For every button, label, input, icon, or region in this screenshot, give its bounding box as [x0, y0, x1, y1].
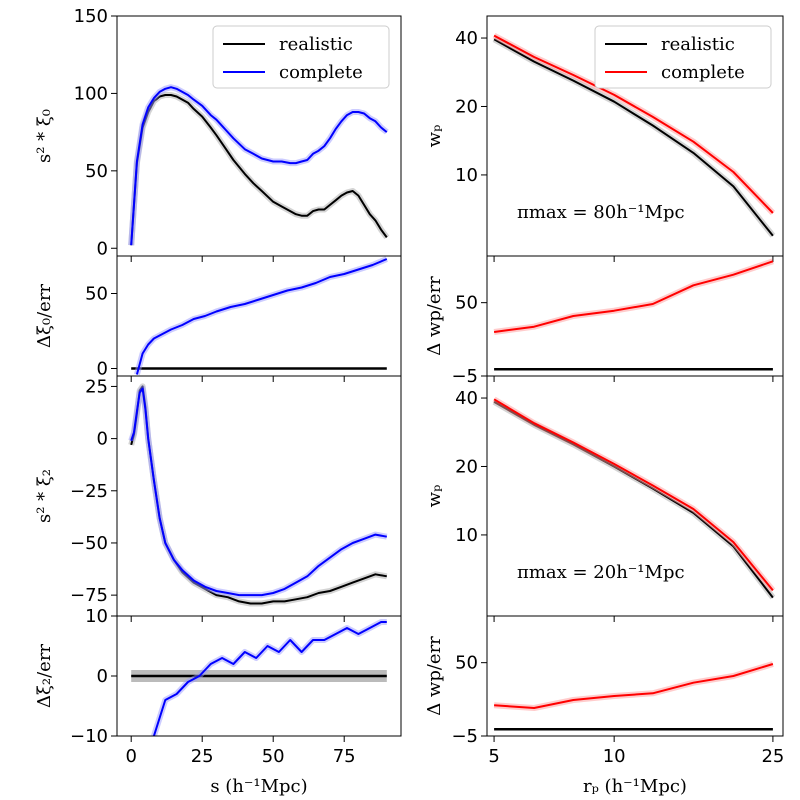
y-tick-label: 50 — [455, 293, 478, 314]
y-tick-label: 50 — [85, 284, 108, 305]
legend-label-realistic: realistic — [279, 34, 353, 55]
panel-dwp20: 50 −5 5 10 25 Δ wp/err — [424, 615, 784, 767]
y-tick-label: 20 — [455, 96, 478, 117]
y-tick-label: 0 — [97, 238, 108, 259]
legend-label-complete: complete — [661, 62, 745, 83]
y-axis-label: Δ wp/err — [424, 276, 445, 356]
y-axis-label: wₚ — [424, 125, 445, 148]
x-tick-label: 25 — [191, 746, 214, 767]
panel-wp20: 10 20 40 wₚ πmax = 20h⁻¹Mpc — [424, 375, 784, 622]
error-band-complete — [134, 256, 388, 376]
y-tick-label: −25 — [70, 481, 108, 502]
panel-dxi2: 10 0 −10 0 25 50 75 Δξ₂/err — [34, 606, 402, 767]
series-group — [131, 619, 387, 736]
panel-annotation: πmax = 80h⁻¹Mpc — [517, 202, 685, 223]
series-group — [493, 661, 774, 731]
panel-xi0: 0 50 100 150 s² * ξ₀ realistic complete — [34, 6, 402, 262]
error-band-complete — [128, 84, 389, 246]
panel-dwp80: 50 −5 Δ wp/err — [424, 255, 784, 387]
error-band-complete — [493, 258, 774, 335]
y-axis-label: Δξ₀/err — [34, 284, 55, 348]
error-band-realistic — [128, 383, 388, 607]
series-line-realistic — [130, 385, 387, 605]
panel-frame — [116, 255, 402, 377]
y-tick-label: 10 — [455, 165, 478, 186]
series-line-complete — [493, 260, 774, 333]
panel-dxi0: 0 50 Δξ₀/err — [34, 255, 402, 382]
error-band-complete — [128, 385, 388, 599]
y-tick-label: 50 — [85, 161, 108, 182]
y-tick-label: 50 — [455, 653, 478, 674]
series-group — [492, 396, 776, 600]
y-tick-label: 0 — [97, 359, 108, 380]
series-line-complete — [130, 387, 387, 597]
y-tick-label: −75 — [70, 585, 108, 606]
series-line-complete — [152, 621, 387, 736]
series-line-complete — [493, 34, 774, 214]
left-x-axis-label: s (h⁻¹Mpc) — [210, 776, 307, 797]
y-axis-label: Δξ₂/err — [34, 644, 55, 708]
panel-annotation: πmax = 20h⁻¹Mpc — [517, 562, 685, 583]
panel-wp80: 10 20 40 wₚ πmax = 80h⁻¹Mpc realistic complete — [424, 15, 784, 262]
x-tick-label: 0 — [125, 746, 136, 767]
y-tick-label: 20 — [455, 456, 478, 477]
y-axis-label: s² * ξ₀ — [34, 109, 55, 163]
y-tick-label: −5 — [451, 726, 478, 747]
y-tick-label: 0 — [97, 429, 108, 450]
y-tick-label: 0 — [97, 666, 108, 687]
y-tick-label: 25 — [85, 376, 108, 397]
x-tick-label: 75 — [333, 746, 356, 767]
series-line-complete — [135, 258, 388, 375]
panel-xi2: 25 0 −25 −50 −75 s² * ξ₂ — [34, 375, 402, 622]
y-tick-label: 40 — [455, 28, 478, 49]
x-tick-label: 5 — [488, 746, 499, 767]
y-axis-label: Δ wp/err — [424, 636, 445, 716]
series-line-complete — [493, 398, 774, 592]
y-tick-label: −50 — [70, 533, 108, 554]
series-line-realistic — [493, 38, 774, 237]
y-tick-label: −10 — [70, 726, 108, 747]
panel-frame — [486, 615, 784, 737]
y-tick-label: 10 — [455, 525, 478, 546]
x-tick-label: 25 — [761, 746, 784, 767]
series-line-complete — [130, 86, 388, 246]
x-tick-label: 50 — [262, 746, 285, 767]
series-group — [128, 84, 390, 246]
series-group — [131, 256, 388, 376]
y-axis-label: wₚ — [424, 485, 445, 508]
right-x-axis-label: rₚ (h⁻¹Mpc) — [583, 776, 687, 797]
legend-label-realistic: realistic — [661, 34, 735, 55]
y-axis-label: s² * ξ₂ — [34, 469, 55, 523]
y-tick-label: −5 — [451, 366, 478, 387]
y-tick-label: 100 — [74, 83, 108, 104]
series-group — [492, 32, 776, 238]
series-line-realistic — [130, 94, 388, 246]
series-group — [128, 383, 388, 607]
y-tick-label: 40 — [455, 388, 478, 409]
legend-label-complete: complete — [279, 62, 363, 83]
y-tick-label: 10 — [85, 606, 108, 627]
y-tick-label: 150 — [74, 6, 108, 27]
x-tick-label: 10 — [603, 746, 626, 767]
series-group — [493, 258, 774, 371]
error-band-complete — [493, 661, 774, 711]
series-line-complete — [494, 663, 774, 709]
